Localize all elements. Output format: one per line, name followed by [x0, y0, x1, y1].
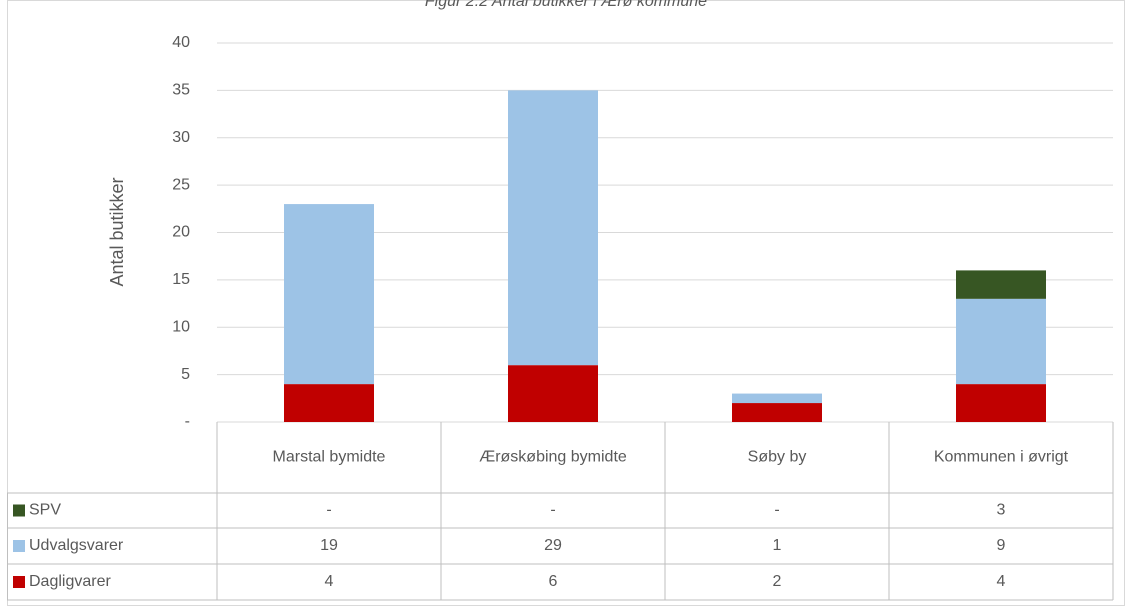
- x-tick-label: Marstal bymidte: [273, 449, 386, 466]
- x-tick-label: Søby by: [748, 449, 807, 466]
- chart-title: Figur 2.2 Antal butikker i Ærø kommune: [425, 0, 707, 10]
- y-tick-label: 30: [172, 129, 190, 146]
- table-value: 1: [773, 537, 782, 554]
- table-value: 4: [325, 573, 334, 590]
- x-tick-label: Kommunen i øvrigt: [934, 449, 1069, 466]
- legend-label: Udvalgsvarer: [29, 537, 124, 554]
- bar-segment: [508, 90, 598, 366]
- bar-segment: [956, 384, 1046, 422]
- table-value: 3: [997, 502, 1006, 519]
- y-tick-label: -: [185, 413, 190, 430]
- bar-segment: [732, 403, 822, 422]
- legend-key: [13, 540, 25, 552]
- bar-segment: [956, 298, 1046, 385]
- table-value: 19: [320, 537, 338, 554]
- y-tick-label: 15: [172, 271, 190, 288]
- bar-segment: [284, 204, 374, 385]
- bar-segment: [284, 384, 374, 422]
- table-value: 6: [549, 573, 558, 590]
- legend-label: SPV: [29, 502, 61, 519]
- y-tick-label: 25: [172, 176, 190, 193]
- table-value: -: [326, 502, 331, 519]
- table-value: 2: [773, 573, 782, 590]
- table-value: 4: [997, 573, 1006, 590]
- y-tick-label: 35: [172, 82, 190, 99]
- table-value: -: [550, 502, 555, 519]
- bar-segment: [956, 270, 1046, 299]
- legend-key: [13, 504, 25, 517]
- y-axis-label: Antal butikker: [107, 177, 127, 286]
- table-value: 29: [544, 537, 562, 554]
- table-value: 9: [997, 537, 1006, 554]
- bar-segment: [508, 365, 598, 422]
- legend-key: [13, 576, 25, 588]
- y-tick-label: 20: [172, 224, 190, 241]
- y-tick-label: 5: [181, 366, 190, 383]
- y-tick-label: 40: [172, 34, 190, 51]
- bar-segment: [732, 393, 822, 404]
- legend-label: Dagligvarer: [29, 573, 111, 590]
- y-tick-label: 10: [172, 318, 190, 335]
- x-tick-label: Ærøskøbing bymidte: [479, 449, 627, 466]
- table-value: -: [774, 502, 779, 519]
